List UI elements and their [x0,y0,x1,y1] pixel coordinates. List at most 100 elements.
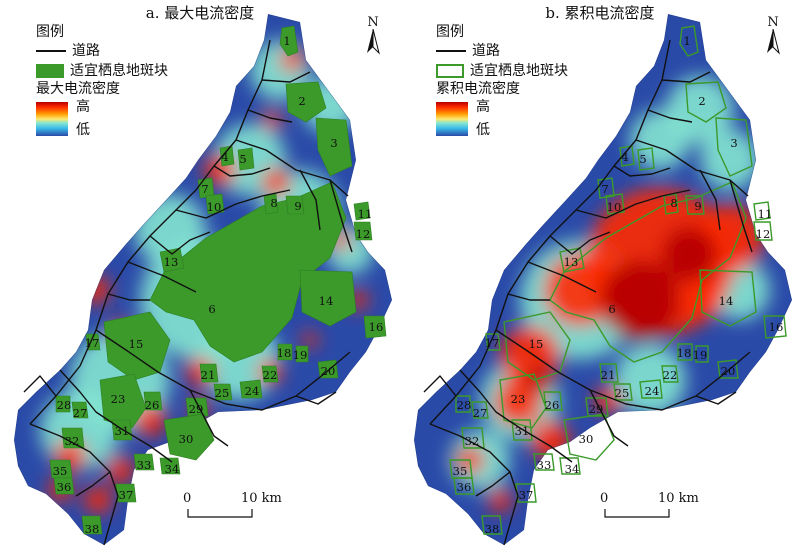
habitat-patch-38 [81,515,103,535]
habitat-patch-15 [503,311,571,381]
road-segment [613,165,671,177]
patch-label: 20 [721,364,736,378]
habitat-patch-10 [205,193,225,215]
patch-label: 21 [601,368,616,382]
habitat-patch-1 [279,25,299,57]
legend-title: 图例 [36,24,64,40]
legend-road-row: 道路 [436,41,568,61]
patch-label: 34 [565,462,580,476]
patch-label: 35 [53,464,68,478]
patch-symbol [36,64,64,78]
patch-label: 9 [694,199,701,213]
patch-label: 38 [485,522,500,536]
patch-label: 9 [294,199,301,213]
habitat-patch-1 [679,25,699,57]
habitat-patch-16 [363,315,387,339]
habitat-patch-19 [695,345,709,363]
road-line-symbol [436,50,466,52]
habitat-patch-33 [533,453,555,471]
patch-label: 6 [208,302,215,316]
patch-label: 13 [564,255,579,269]
habitat-patch-11 [353,201,371,221]
patch-label: 11 [358,207,373,221]
habitat-patch-23 [99,373,147,429]
patch-label: 3 [330,136,337,150]
habitat-patch-25 [213,383,233,401]
road-segment [507,293,550,301]
ramp-high-label: 高 [76,99,90,115]
habitat-patch-8 [263,193,279,215]
legend-patch-label: 适宜栖息地斑块 [70,62,168,79]
habitat-patch-22 [661,365,679,383]
road-segment [127,261,197,293]
north-arrow: N [358,16,388,59]
patch-label: 26 [145,398,160,412]
patch-label: 11 [758,207,773,221]
road-segment [429,39,671,425]
road-segment [575,189,691,219]
scale-zero: 0 [600,491,609,506]
road-segment [107,293,150,301]
habitat-patch-5 [637,147,655,171]
legend-ramp-title: 累积电流密度 [436,81,520,97]
road-network [423,39,753,546]
patch-label: 31 [515,424,530,438]
road-segment [589,389,629,447]
patch-label: 18 [677,346,692,360]
road-segment [695,391,737,405]
habitat-patch-26 [543,391,563,411]
patch-label: 12 [356,227,371,241]
patch-label: 23 [511,392,526,406]
scale-zero: 0 [183,491,192,506]
road-segment [213,165,271,177]
road-segment [261,71,311,83]
patch-label: 36 [57,480,72,494]
patch-symbol [436,64,464,78]
patch-label: 8 [270,196,277,210]
legend-title: 图例 [436,24,464,40]
legend-road-row: 道路 [36,41,168,61]
patch-label: 5 [639,152,646,166]
road-segment [495,329,751,411]
ramp-high-label: 高 [476,99,490,115]
legend-patch-row: 适宜栖息地斑块 [36,61,168,81]
panel-title: b. 累积电流密度 [545,4,655,22]
patch-label: 4 [621,150,628,164]
patch-label: 5 [239,152,246,166]
habitat-patch-5 [237,147,255,171]
road-segment [661,71,711,83]
patch-label: 8 [670,196,677,210]
road-segment [527,261,597,293]
patch-label: 33 [537,458,552,472]
panel-title: a. 最大电流密度 [145,4,255,22]
habitat-patch-38 [481,515,503,535]
legend: 图例 道路 适宜栖息地斑块 最大电流密度 高 低 [36,24,168,139]
legend-patch-row: 适宜栖息地斑块 [436,61,568,81]
patch-label: 10 [207,200,222,214]
habitat-patch-24 [639,379,663,399]
habitat-patch-33 [133,453,155,471]
habitat-patch-36 [453,477,475,495]
habitat-patch-34 [559,457,581,475]
habitat-patch-36 [53,477,75,495]
habitat-patch-30 [563,413,615,461]
patch-label: 13 [164,255,179,269]
patch-label: 23 [111,392,126,406]
scale-end: 10 km [658,491,699,506]
patch-label: 29 [589,402,604,416]
road-segment [247,109,293,123]
patch-label: 37 [519,488,534,502]
habitat-patch-32 [461,427,485,449]
road-segment [699,169,721,231]
habitat-patch-18 [677,343,693,361]
road-segment [299,169,321,231]
habitat-patch-11 [753,201,771,221]
color-ramp [36,102,68,136]
habitat-patch-15 [103,311,171,381]
habitat-patch-29 [585,397,609,417]
patch-label: 20 [321,364,336,378]
road-segment [23,375,57,397]
habitat-patch-21 [599,363,619,383]
patch-label: 10 [607,200,622,214]
